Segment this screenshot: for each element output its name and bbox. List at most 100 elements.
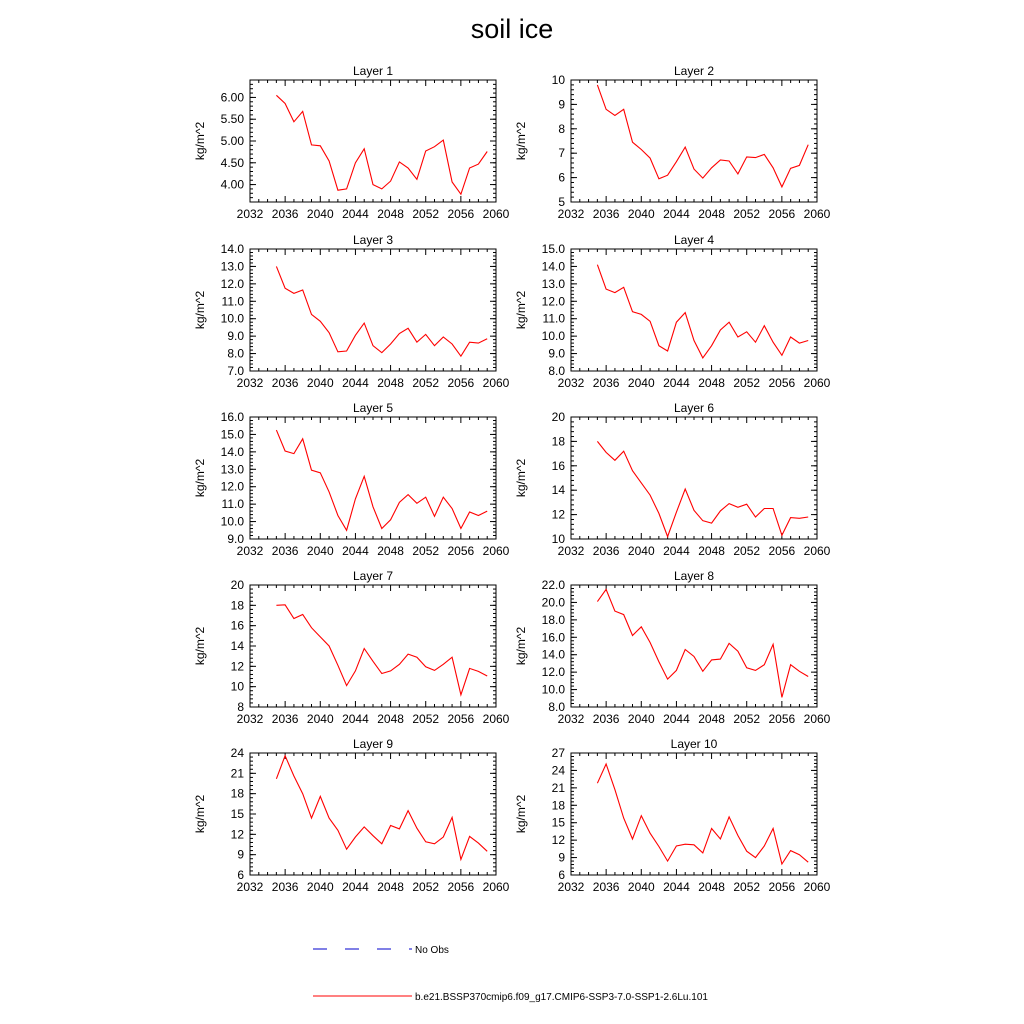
y-tick-label: 6 xyxy=(237,868,244,882)
x-tick-label: 2036 xyxy=(272,376,299,390)
y-tick-label: 12.0 xyxy=(542,665,566,679)
panel-title: Layer 6 xyxy=(674,401,714,415)
y-tick-label: 6.00 xyxy=(221,90,245,104)
x-tick-label: 2048 xyxy=(698,207,725,221)
y-tick-label: 8 xyxy=(558,122,565,136)
panel-layer-3: Layer 3 kg/m^2 2032 2036 2040 2044 2048 2052 205… xyxy=(193,233,510,390)
x-tick-label: 2056 xyxy=(448,880,475,894)
x-tick-label: 2060 xyxy=(483,207,510,221)
plot-frame xyxy=(570,416,818,540)
x-tick-label: 2036 xyxy=(272,880,299,894)
x-tick-label: 2040 xyxy=(307,712,334,726)
x-tick-label: 2036 xyxy=(593,712,620,726)
panel-layer-5: Layer 5 kg/m^2 2032 2036 2040 2044 2048 2052 205… xyxy=(193,401,510,558)
y-tick-label: 7 xyxy=(558,146,565,160)
x-tick-label: 2052 xyxy=(412,712,439,726)
y-tick-label: 9 xyxy=(558,851,565,865)
y-tick-label: 20 xyxy=(552,410,566,424)
x-tick-label: 2032 xyxy=(237,712,264,726)
y-tick-label: 18.0 xyxy=(542,613,566,627)
plot-frame xyxy=(249,248,497,372)
x-tick-label: 2056 xyxy=(769,712,796,726)
y-tick-label: 24 xyxy=(231,746,245,760)
legend-obs-label: No Obs xyxy=(415,945,449,956)
page-title: soil ice xyxy=(470,14,554,44)
panel-title: Layer 1 xyxy=(353,64,393,78)
x-tick-label: 2060 xyxy=(483,880,510,894)
y-tick-label: 15.0 xyxy=(221,427,245,441)
legend-model-label: b.e21.BSSP370cmip6.f09_g17.CMIP6-SSP3-7.… xyxy=(415,992,708,1003)
x-tick-label: 2032 xyxy=(237,544,264,558)
x-tick-label: 2044 xyxy=(342,880,369,894)
x-tick-label: 2044 xyxy=(342,712,369,726)
x-tick-label: 2044 xyxy=(342,207,369,221)
x-tick-label: 2036 xyxy=(272,544,299,558)
panel-layer-4: Layer 4 kg/m^2 2032 2036 2040 2044 2048 2052 205… xyxy=(514,233,831,390)
x-tick-label: 2052 xyxy=(412,376,439,390)
y-tick-label: 10.0 xyxy=(542,329,566,343)
x-tick-label: 2048 xyxy=(698,712,725,726)
y-tick-label: 13.0 xyxy=(221,462,245,476)
series-line xyxy=(275,429,488,532)
y-tick-label: 13.0 xyxy=(542,277,566,291)
y-axis-label: kg/m^2 xyxy=(514,122,528,161)
x-tick-label: 2044 xyxy=(663,207,690,221)
x-tick-label: 2052 xyxy=(733,207,760,221)
panel-layer-7: Layer 7 kg/m^2 2032 2036 2040 2044 2048 2052 205… xyxy=(193,569,510,726)
x-tick-label: 2056 xyxy=(448,712,475,726)
x-tick-label: 2052 xyxy=(412,207,439,221)
x-tick-label: 2056 xyxy=(448,207,475,221)
y-tick-label: 14.0 xyxy=(542,259,566,273)
y-tick-label: 11.0 xyxy=(543,312,566,326)
x-tick-label: 2040 xyxy=(307,376,334,390)
series-line xyxy=(596,441,809,539)
series-line xyxy=(276,604,488,697)
x-tick-label: 2056 xyxy=(769,376,796,390)
y-tick-label: 14 xyxy=(552,483,566,497)
y-tick-label: 8.0 xyxy=(227,347,244,361)
x-tick-label: 2040 xyxy=(307,880,334,894)
panel-title: Layer 3 xyxy=(353,233,393,247)
y-tick-label: 12 xyxy=(231,827,245,841)
y-tick-label: 12.0 xyxy=(221,480,245,494)
x-tick-label: 2048 xyxy=(377,207,404,221)
x-tick-label: 2044 xyxy=(342,544,369,558)
y-tick-label: 4.00 xyxy=(221,178,245,192)
y-tick-label: 5.00 xyxy=(221,134,245,148)
y-tick-label: 6 xyxy=(558,171,565,185)
x-tick-label: 2056 xyxy=(448,376,475,390)
y-tick-label: 11.0 xyxy=(222,294,245,308)
y-tick-label: 10.0 xyxy=(542,683,566,697)
y-tick-label: 16 xyxy=(231,619,245,633)
x-tick-label: 2060 xyxy=(804,207,831,221)
x-tick-label: 2056 xyxy=(769,207,796,221)
y-tick-label: 13.0 xyxy=(221,259,245,273)
x-tick-label: 2052 xyxy=(412,880,439,894)
series-line xyxy=(596,762,809,866)
x-tick-label: 2036 xyxy=(593,376,620,390)
x-tick-label: 2044 xyxy=(663,544,690,558)
y-tick-label: 11.0 xyxy=(222,497,245,511)
y-axis-label: kg/m^2 xyxy=(514,795,528,834)
y-tick-label: 16.0 xyxy=(221,410,245,424)
series-line xyxy=(596,264,809,359)
y-tick-label: 10 xyxy=(552,73,566,87)
panel-layer-8: Layer 8 kg/m^2 2032 2036 2040 2044 2048 2052 205… xyxy=(514,569,831,726)
y-tick-label: 9.0 xyxy=(227,329,244,343)
x-tick-label: 2036 xyxy=(593,544,620,558)
x-tick-label: 2032 xyxy=(558,712,585,726)
panel-layer-2: Layer 2 kg/m^2 2032 2036 2040 2044 2048 2052 205… xyxy=(514,64,831,221)
y-tick-label: 10.0 xyxy=(221,312,245,326)
plot-frame xyxy=(249,416,497,540)
x-tick-label: 2040 xyxy=(628,207,655,221)
series-line xyxy=(275,266,488,358)
y-tick-label: 12.0 xyxy=(542,294,566,308)
y-tick-label: 9 xyxy=(237,848,244,862)
y-tick-label: 4.50 xyxy=(221,156,245,170)
y-tick-label: 16 xyxy=(552,459,566,473)
x-tick-label: 2044 xyxy=(663,880,690,894)
y-tick-label: 16.0 xyxy=(542,630,566,644)
panel-title: Layer 4 xyxy=(674,233,714,247)
y-tick-label: 10 xyxy=(552,532,566,546)
